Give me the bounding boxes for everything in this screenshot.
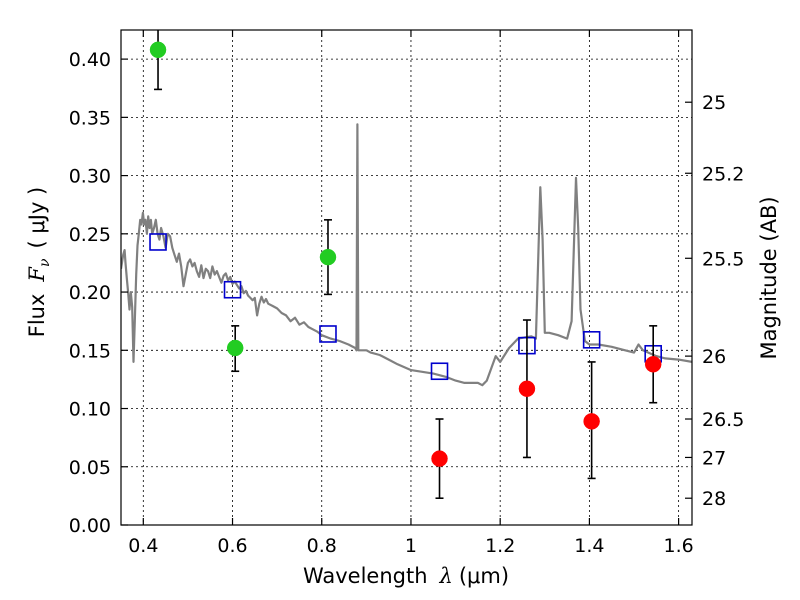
y-tick-label: 0.10 [69,399,111,421]
y-tick-label: 0.20 [69,282,111,304]
y-axis: 0.00 0.05 0.10 0.15 0.20 0.25 0.30 0.35 0.40 [69,49,128,537]
data-layer [121,30,692,500]
x-tick-label: 0.6 [217,535,247,557]
y-tick-label: 0.40 [69,49,111,71]
magnitude-tick-label: 25.2 [702,163,744,185]
y-axis-label: FluxFν( μJy ) [25,187,53,337]
plot-frame [120,29,693,526]
observed-nir-point [431,450,448,467]
grid [121,30,692,526]
y-tick-label: 0.30 [69,166,111,188]
y-tick-label: 0.00 [69,515,111,537]
observed-optical-point [319,248,337,266]
x-tick-label: 1.2 [485,535,515,557]
magnitude-tick-label: 26.5 [702,409,744,431]
y-tick-label: 0.15 [69,340,111,362]
y-tick-label: 0.25 [69,224,111,246]
observed-nir-point [644,356,662,373]
model-bandpass-marker [319,325,337,343]
x-tick-label: 1 [405,535,417,557]
x-tick-label: 1.4 [574,535,604,557]
observed-optical-point [226,339,244,357]
y-tick-label: 0.05 [69,457,111,479]
x-tick-label: 1.6 [664,535,694,557]
x-axis-label: Wavelength λ (μm) [303,564,509,588]
model-bandpass-marker [582,331,601,349]
magnitude-tick-label: 26 [702,346,726,368]
observed-optical-point [149,41,167,59]
magnitude-axis-label: Magnitude (AB) [757,196,781,359]
magnitude-tick-label: 25 [702,92,726,114]
observed-nir-point [518,380,536,397]
magnitude-tick-label: 27 [702,447,726,469]
x-axis: 0.4 0.6 0.8 1 1.2 1.4 1.6 [128,30,694,557]
magnitude-axis: 25 25.2 25.5 26 26.5 27 28 [685,92,744,510]
magnitude-tick-label: 28 [702,488,726,510]
model-bandpass-marker [223,280,242,299]
x-tick-label: 0.4 [128,535,158,557]
x-tick-label: 0.8 [307,535,337,557]
y-tick-label: 0.35 [69,107,111,129]
magnitude-tick-label: 25.5 [702,248,744,270]
observed-nir-point [583,413,600,430]
model-sed-line [121,123,692,387]
model-bandpass-marker [149,233,167,251]
model-bandpass-marker [430,362,449,381]
